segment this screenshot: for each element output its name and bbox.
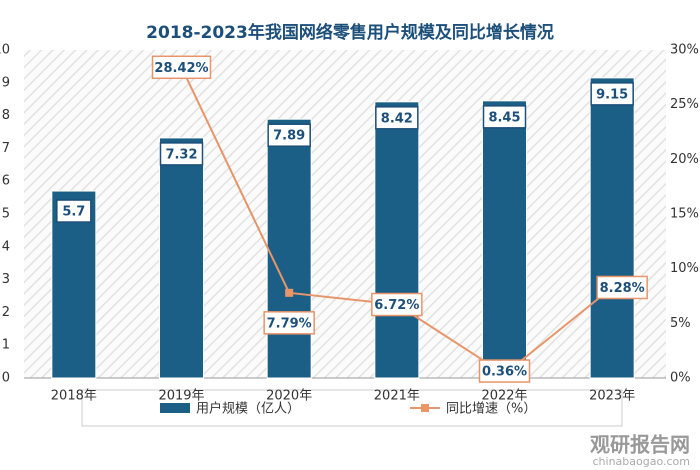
bar-value-label-box [159,142,204,166]
line-value-label-box [371,292,423,317]
bar [482,100,527,379]
line-value-label: 7.79% [267,316,312,331]
legend-swatch [421,404,429,412]
line-value-label: 6.72% [374,298,419,313]
chart-title: 2018-2023年我国网络零售用户规模及同比增长情况 [146,22,554,43]
y-tick-label: 2 [2,305,10,320]
x-tick-label: 2019年 [158,389,204,404]
y-tick-label: 3 [2,272,10,287]
y2-tick-label: 0% [670,371,691,386]
bar-value-label-box [482,105,527,129]
legend-label: 用户规模（亿人） [196,401,300,417]
bar-value-label: 8.45 [488,110,520,125]
line-value-label-box [478,359,531,383]
y-tick-label: 8 [2,108,10,123]
y-tick-label: 6 [2,174,10,189]
x-tick-label: 2018年 [51,389,97,404]
y-tick-label: 5 [2,207,10,222]
bar-value-label: 7.32 [165,147,197,162]
x-tick-label: 2023年 [589,389,635,404]
bar [266,118,312,379]
line-value-label-box [596,275,648,300]
bar-value-label-box [375,106,419,130]
bar [159,137,204,379]
bar-value-label: 8.42 [381,111,413,126]
line-marker [285,288,294,297]
y2-tick-label: 30% [670,43,699,58]
y-tick-label: 4 [2,239,10,254]
legend-swatch [160,403,190,413]
y2-tick-label: 15% [670,207,699,222]
y-tick-label: 7 [2,141,10,156]
line-value-label: 28.42% [154,61,208,76]
line-value-label-box [263,311,315,335]
watermark: 观研报告网 [590,433,690,457]
y-tick-label: 1 [2,338,10,353]
y2-tick-label: 10% [670,261,699,276]
bar-value-label: 7.89 [273,129,305,144]
bar [374,101,420,379]
bar-value-label-box [56,199,92,223]
bar [589,77,635,379]
y2-tick-label: 25% [670,97,699,112]
line-value-label: 8.28% [600,281,645,296]
bar-value-label-box [267,123,311,147]
legend-label: 同比增速（%） [446,402,536,417]
bar-value-label: 5.7 [62,205,85,220]
x-tick-label: 2020年 [266,389,312,404]
y-tick-label: 10 [0,43,10,58]
y2-tick-label: 5% [670,316,691,331]
bar-value-label-box [590,82,634,106]
y-tick-label: 9 [2,75,10,90]
line-value-label: 0.36% [482,365,527,380]
watermark: chinabaogao.com [593,455,691,468]
y2-tick-label: 20% [670,152,699,167]
bar-value-label: 9.15 [596,87,628,102]
x-tick-label: 2022年 [481,389,527,404]
line-value-label-box [151,55,212,80]
y-tick-label: 0 [2,371,10,386]
x-tick-label: 2021年 [374,389,420,404]
plot-area [24,50,666,378]
